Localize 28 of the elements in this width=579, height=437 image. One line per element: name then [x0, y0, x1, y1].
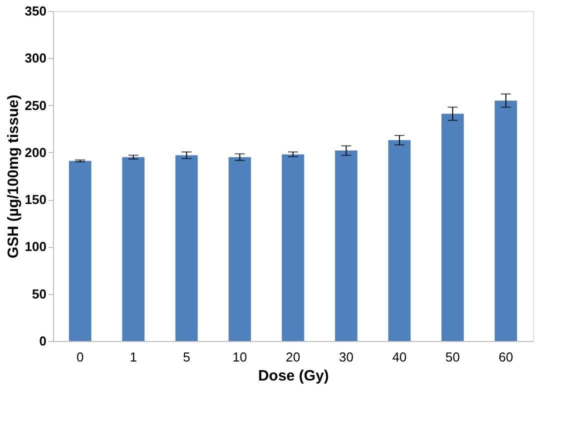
y-tick-label: 150 [24, 192, 46, 208]
x-tick-label: 0 [76, 350, 84, 364]
bar [335, 150, 358, 341]
x-tick-label: 40 [392, 350, 407, 364]
y-tick-label: 350 [24, 4, 46, 18]
x-axis-title: Dose (Gy) [258, 368, 329, 384]
x-tick-label: 1 [130, 350, 137, 364]
bar [175, 155, 198, 341]
y-tick-label: 0 [39, 334, 46, 348]
bar [441, 114, 464, 341]
y-tick-label: 50 [32, 286, 46, 302]
bar [228, 157, 251, 341]
bar [388, 140, 411, 341]
x-tick-label: 60 [498, 350, 514, 364]
y-axis-title: GSH (µg/100mg tissue) [4, 94, 22, 258]
bar [122, 157, 145, 341]
y-tick-label: 200 [24, 144, 46, 160]
x-tick-label: 50 [445, 350, 460, 364]
x-tick-label: 20 [286, 350, 300, 364]
y-tick-label: 300 [24, 50, 46, 66]
x-tick-label: 10 [232, 350, 248, 364]
x-tick-label: 5 [182, 350, 190, 364]
x-tick-label: 30 [338, 350, 354, 364]
bar [282, 154, 304, 341]
y-tick-label: 250 [24, 98, 46, 113]
bar [494, 100, 518, 341]
bar [68, 160, 92, 341]
y-tick-label: 100 [24, 239, 46, 254]
